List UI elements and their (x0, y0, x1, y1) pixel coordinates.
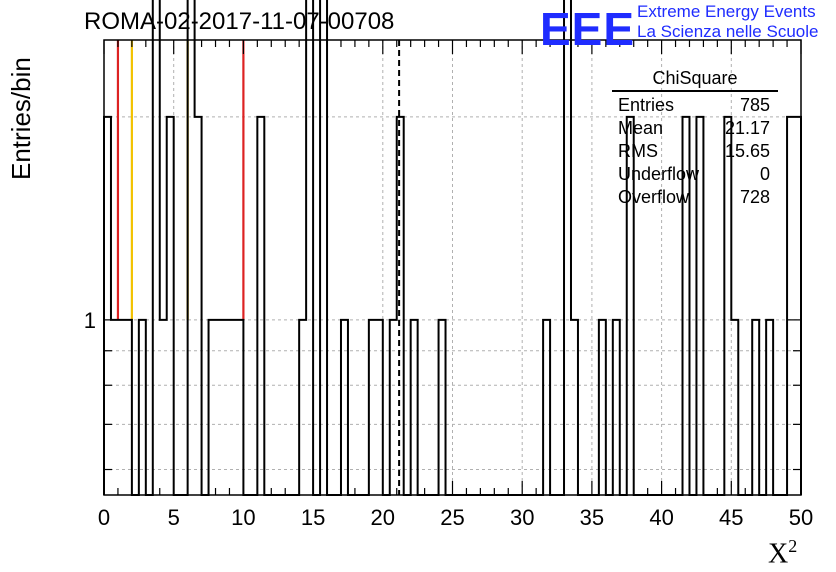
histogram-bin (209, 320, 216, 495)
x-axis-label: X2 (768, 536, 797, 570)
stats-label: Mean (618, 118, 664, 138)
histogram-bin (731, 320, 738, 495)
stats-row: Entries 785 (612, 94, 778, 117)
histogram-bin (222, 320, 229, 495)
histogram-bin (411, 320, 418, 495)
histogram-bin (111, 320, 118, 495)
histogram-bin (306, 0, 313, 495)
x-tick-label: 30 (510, 505, 534, 530)
stats-label: Entries (618, 95, 675, 115)
histogram-bin (543, 320, 550, 495)
stats-value: 21.17 (724, 118, 770, 138)
stats-label: RMS (618, 141, 658, 161)
histogram-bin (229, 320, 236, 495)
histogram-bin (794, 117, 801, 495)
axes: 0 5 10 15 20 25 30 35 40 45 50 1 (84, 39, 813, 530)
histogram-bin (188, 0, 195, 495)
x-tick-label: 20 (371, 505, 395, 530)
stats-row: Underflow 0 (612, 163, 778, 186)
histogram-bin (766, 320, 773, 495)
histogram-bin (397, 117, 404, 495)
histogram-bin (153, 0, 160, 495)
histogram-bin (369, 320, 376, 495)
x-tick-label: 5 (168, 505, 180, 530)
eee-logo: EEE (540, 3, 636, 55)
histogram-bin (613, 320, 620, 495)
x-tick-label: 10 (231, 505, 255, 530)
stats-label: Overflow (618, 187, 690, 207)
histogram-bin (320, 0, 327, 495)
stats-box: ChiSquare Entries 785 Mean 21.17 RMS 15.65 … (612, 68, 778, 209)
x-axis-label-base: X (768, 538, 789, 570)
histogram-bin (571, 320, 578, 495)
stats-row: Mean 21.17 (612, 117, 778, 140)
stats-value: 785 (739, 95, 770, 115)
stats-value: 15.65 (724, 141, 770, 161)
stats-label: Underflow (618, 164, 700, 184)
x-tick-label: 35 (580, 505, 604, 530)
x-tick-label: 40 (649, 505, 673, 530)
stats-title: ChiSquare (612, 68, 778, 92)
chart-title: ROMA-02-2017-11-07-00708 (84, 8, 395, 35)
stats-value: 728 (739, 187, 770, 207)
y-axis-label: Entries/bin (6, 57, 36, 180)
histogram-bin (787, 117, 794, 495)
x-tick-label: 45 (719, 505, 743, 530)
histogram-bin (167, 117, 174, 495)
x-tick-label: 50 (789, 505, 813, 530)
histogram-bin (376, 320, 383, 495)
logo-line-1: Extreme Energy Events (637, 2, 816, 21)
histogram-bin (195, 117, 202, 495)
histogram-bin (564, 0, 571, 495)
logo-line-2: La Scienza nelle Scuole (637, 22, 819, 41)
logo-caption: Extreme Energy Events La Scienza nelle S… (637, 2, 818, 42)
histogram-bin (125, 320, 132, 495)
y-tick-label: 1 (84, 308, 96, 333)
histogram-bin (104, 117, 111, 495)
histogram-bin (236, 320, 243, 495)
histogram-bin (118, 320, 125, 495)
histogram-bin (299, 320, 306, 495)
histogram-bin (257, 117, 264, 495)
histogram-bin (216, 320, 223, 495)
histogram-bin (139, 320, 146, 495)
stats-row: RMS 15.65 (612, 140, 778, 163)
histogram-bin (439, 320, 446, 495)
stats-value: 0 (759, 164, 770, 184)
x-tick-label: 0 (98, 505, 110, 530)
histogram-bin (599, 320, 606, 495)
stats-row: Overflow 728 (612, 186, 778, 209)
histogram-bin (160, 320, 167, 495)
histogram-bin (752, 320, 759, 495)
x-tick-label: 25 (440, 505, 464, 530)
histogram-bin (390, 320, 397, 495)
x-axis-label-sup: 2 (788, 536, 798, 556)
x-tick-label: 15 (301, 505, 325, 530)
histogram-bin (341, 320, 348, 495)
